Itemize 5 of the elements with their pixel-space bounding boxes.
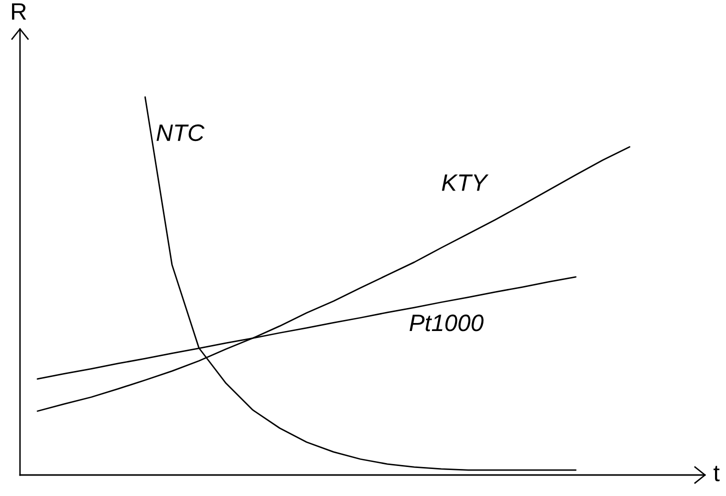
series-label: NTC [156,124,205,142]
x-axis-title: t [714,466,720,482]
series-label: KTY [442,174,489,191]
series-label: Pt1000 [410,314,484,332]
y-axis-title: R [12,3,26,20]
